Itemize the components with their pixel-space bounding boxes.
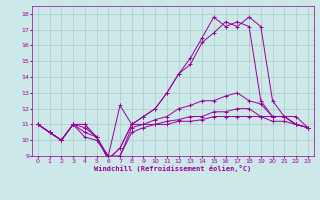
- X-axis label: Windchill (Refroidissement éolien,°C): Windchill (Refroidissement éolien,°C): [94, 165, 252, 172]
